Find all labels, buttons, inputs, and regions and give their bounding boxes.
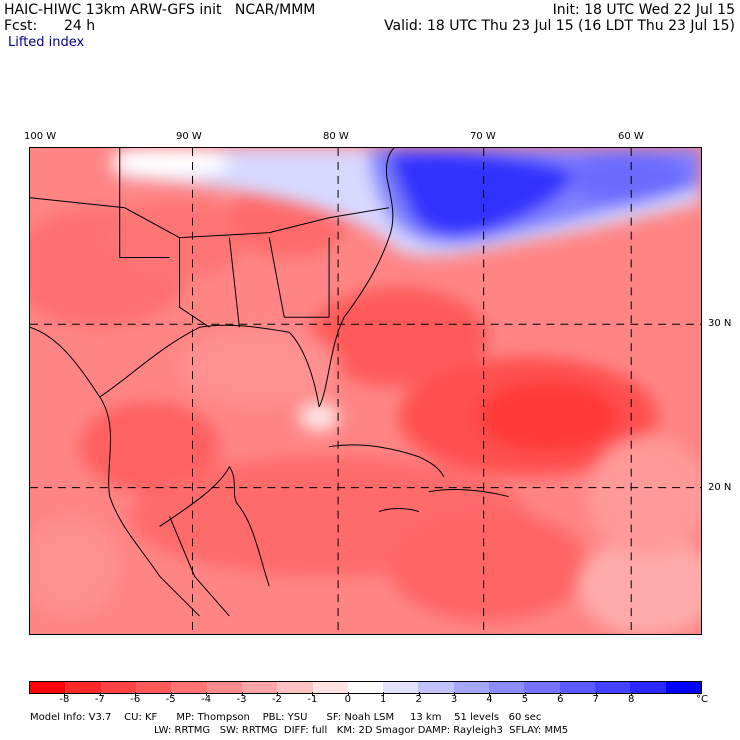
colorbar-swatch [630, 682, 666, 693]
lifted-index-area [79, 401, 220, 492]
colorbar-tick-mark [383, 692, 385, 696]
colorbar-tick-label: 3 [450, 694, 458, 705]
valid-time: Valid: 18 UTC Thu 23 Jul 15 (16 LDT Thu … [384, 18, 735, 34]
colorbar-swatch [347, 682, 384, 693]
colorbar-swatch [312, 682, 348, 693]
colorbar-tick-label: -1 [307, 694, 318, 705]
colorbar [29, 681, 702, 694]
colorbar-tick-mark [206, 692, 208, 696]
colorbar-tick-label: 0 [344, 694, 351, 705]
colorbar-tick-label: 1 [380, 694, 387, 705]
colorbar-swatch [206, 682, 242, 693]
colorbar-tick-label: 5 [521, 694, 529, 705]
colorbar-tick-mark [489, 692, 491, 696]
state-border [228, 237, 240, 328]
colorbar-tick-label: -2 [271, 694, 282, 705]
colorbar-swatch [559, 682, 595, 693]
coastline [318, 148, 395, 408]
coastline [30, 326, 200, 617]
colorbar-swatch [418, 682, 454, 693]
colorbar-tick-mark [347, 692, 349, 696]
stable-region [568, 152, 689, 203]
colorbar-tick-label: 4 [486, 694, 493, 705]
state-border [179, 207, 390, 239]
lifted-index-area [578, 536, 701, 634]
colorbar-swatch [383, 682, 419, 693]
colorbar-swatch [135, 682, 172, 693]
colorbar-tick-mark [276, 692, 278, 696]
lifted-index-area [588, 436, 701, 557]
stable-region [388, 151, 574, 237]
state-border [30, 197, 180, 239]
colorbar-tick-label: 2 [415, 694, 422, 705]
colorbar-tick-mark [312, 692, 314, 696]
field-name: Lifted index [8, 35, 85, 50]
lon-label-100w: 100 W [24, 131, 57, 142]
colorbar-tick-label: -7 [94, 694, 105, 705]
colorbar-tick-label: 6 [557, 694, 564, 705]
colorbar-tick-mark [418, 692, 420, 696]
lat-label-20n: 20 N [708, 482, 732, 493]
lon-label-90w: 90 W [176, 131, 202, 142]
colorbar-tick-label: 8 [627, 694, 635, 705]
colorbar-tick-mark [241, 692, 243, 696]
lifted-index-area [179, 327, 340, 407]
colorbar-swatch [524, 682, 560, 693]
colorbar-swatch [277, 682, 313, 693]
colorbar-tick-label: -4 [201, 694, 212, 705]
colorbar-swatch [100, 682, 136, 693]
colorbar-swatch [65, 682, 101, 693]
lat-label-30n: 30 N [708, 318, 732, 329]
colorbar-tick-label: 7 [592, 694, 599, 705]
colorbar-tick-mark [560, 692, 562, 696]
lifted-index-area [478, 382, 619, 452]
colorbar-tick-mark [135, 692, 137, 696]
lifted-index-area [299, 402, 340, 431]
state-border [179, 237, 210, 328]
stable-region [109, 148, 230, 178]
colorbar-swatch [30, 682, 66, 693]
state-border [268, 237, 285, 318]
lifted-index-area [30, 516, 120, 617]
colorbar-swatch [171, 682, 207, 693]
colorbar-swatch [595, 682, 631, 693]
coastline [159, 465, 240, 527]
lifted-index-area [309, 287, 489, 388]
state-border [119, 148, 170, 259]
model-info-line2: LW: RRTMG SW: RRTMG DIFF: full KM: 2D Sm… [154, 725, 569, 736]
state-border [169, 516, 230, 617]
coastline [378, 508, 419, 512]
lifted-index-map [29, 147, 702, 635]
colorbar-tick-mark [524, 692, 526, 696]
model-title: HAIC-HIWC 13km ARW-GFS init NCAR/MMM [4, 2, 316, 18]
colorbar-tick-mark [595, 692, 597, 696]
colorbar-swatch [241, 682, 278, 693]
colorbar-tick-mark [631, 692, 633, 696]
lon-label-70w: 70 W [470, 131, 496, 142]
lifted-index-area [388, 511, 589, 622]
colorbar-tick-label: -3 [236, 694, 247, 705]
coastline [99, 324, 320, 408]
colorbar-tick-mark [454, 692, 456, 696]
coastline [329, 444, 445, 477]
colorbar-tick-mark [170, 692, 172, 696]
lon-label-80w: 80 W [323, 131, 349, 142]
forecast-label: Fcst: [4, 18, 38, 34]
colorbar-tick-label: -5 [165, 694, 176, 705]
forecast-hour: 24 h [64, 18, 96, 34]
lon-label-60w: 60 W [618, 131, 644, 142]
colorbar-swatch [665, 682, 701, 693]
colorbar-tick-label: -8 [59, 694, 70, 705]
colorbar-unit: °C [696, 694, 708, 705]
colorbar-tick-label: -6 [130, 694, 141, 705]
colorbar-tick-mark [99, 692, 101, 696]
colorbar-swatch [489, 682, 525, 693]
colorbar-tick-mark [64, 692, 66, 696]
coastline [428, 489, 509, 498]
init-time: Init: 18 UTC Wed 22 Jul 15 [552, 2, 735, 18]
colorbar-swatch [453, 682, 490, 693]
coastline [238, 506, 270, 587]
model-info-line1: Model Info: V3.7 CU: KF MP: Thompson PBL… [30, 712, 542, 723]
